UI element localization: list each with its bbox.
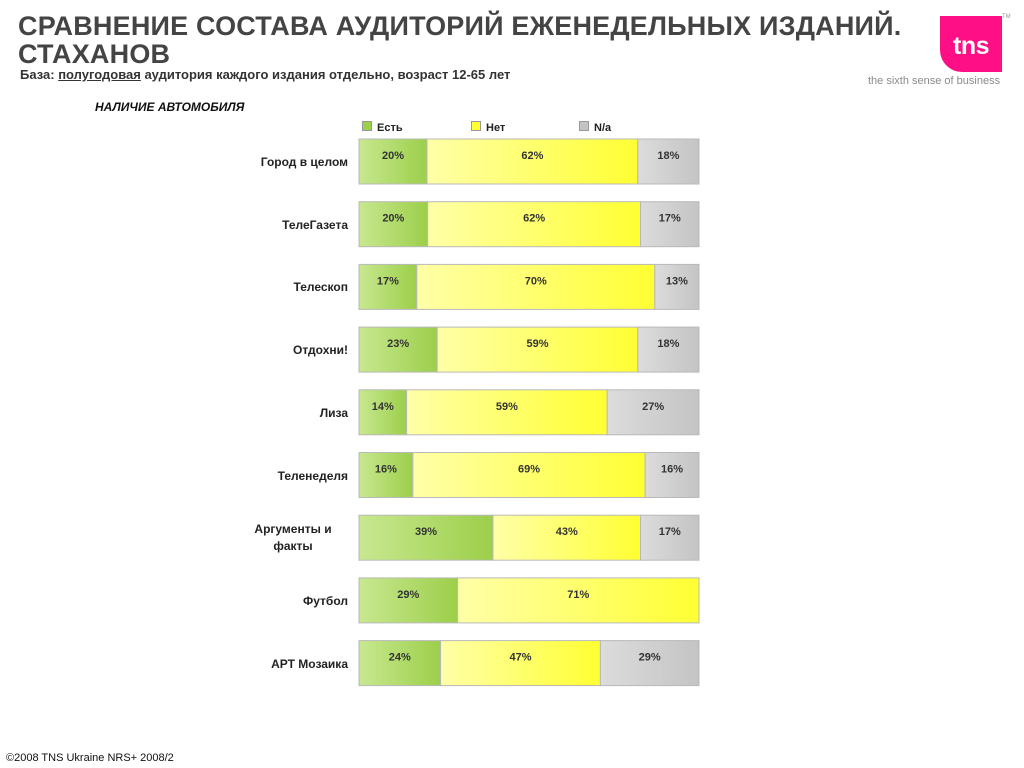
legend-label: Нет — [486, 122, 506, 134]
subtitle-prefix: База: — [20, 67, 59, 82]
bar-row: 14% 59% 27% — [358, 389, 700, 436]
data-label: 47% — [509, 652, 531, 664]
bar-segment-no — [426, 138, 639, 185]
bar-segment-no — [492, 514, 642, 561]
data-label: 59% — [526, 338, 548, 350]
tns-logo-text: tns — [953, 32, 990, 60]
bar-segment-yes — [358, 577, 459, 624]
bar-segment-no — [457, 577, 700, 624]
bar-segment-na — [654, 263, 700, 310]
bar-segment-yes — [358, 326, 438, 373]
category-label: Телескоп — [293, 280, 349, 295]
data-label: 20% — [382, 213, 404, 225]
data-label: 70% — [525, 275, 547, 287]
data-label: 29% — [397, 589, 419, 601]
category-label: Лиза — [319, 405, 348, 420]
bar-row: 20% 62% 17% — [358, 201, 700, 248]
data-label: 16% — [375, 464, 397, 476]
legend-label: N/a — [594, 122, 612, 134]
bar-segment-yes — [358, 514, 494, 561]
data-label: 39% — [415, 526, 437, 538]
legend-swatch — [579, 121, 589, 131]
data-label: 62% — [523, 213, 545, 225]
data-label: 23% — [387, 338, 409, 350]
data-label: 29% — [639, 652, 661, 664]
data-label: 59% — [496, 401, 518, 413]
bar-segment-na — [640, 201, 700, 248]
legend-swatch — [471, 121, 481, 131]
bar-segment-na — [640, 514, 700, 561]
bar-segment-yes — [358, 201, 429, 248]
category-label: Город в целом — [260, 155, 348, 169]
category-label: Аргументы и факты — [254, 522, 332, 554]
bar-segment-no — [440, 640, 601, 687]
footer-copyright: ©2008 TNS Ukraine NRS+ 2008/2 — [6, 752, 174, 764]
data-label: 17% — [659, 213, 681, 225]
bar-segment-yes — [358, 452, 414, 498]
legend-item-1: Нет — [471, 121, 505, 134]
category-label: Теленеделя — [277, 468, 348, 483]
bar-segment-na — [606, 389, 700, 436]
page-subtitle: База: полугодовая аудитория каждого изда… — [20, 67, 510, 82]
data-label: 27% — [642, 401, 664, 413]
bar-segment-no — [416, 263, 656, 310]
bar-segment-no — [406, 389, 608, 436]
data-label: 69% — [518, 464, 540, 476]
legend-label: Есть — [377, 122, 403, 134]
data-label: 16% — [661, 464, 683, 476]
logo-tagline: the sixth sense of business — [868, 75, 1001, 87]
legend-item-2: N/a — [579, 121, 611, 134]
category-label: Футбол — [302, 593, 348, 608]
category-label: ТелеГазета — [282, 217, 348, 232]
data-label: 13% — [666, 275, 688, 287]
bar-row: 23% 59% 18% — [358, 326, 700, 373]
subtitle-underlined: полугодовая — [58, 67, 141, 82]
bar-row: 29% 71% — [358, 577, 700, 624]
bar-row: 20% 62% 18% — [358, 138, 700, 185]
data-label: 24% — [389, 652, 411, 664]
trademark-mark: TM — [1002, 14, 1011, 20]
data-label: 14% — [372, 401, 394, 413]
data-label: 17% — [659, 526, 681, 538]
bar-segment-na — [637, 138, 700, 185]
data-label: 43% — [556, 526, 578, 538]
subtitle-rest: аудитория каждого издания отдельно, возр… — [140, 67, 511, 82]
data-label: 17% — [377, 275, 399, 287]
tns-logo — [940, 16, 1002, 72]
category-label: АРТ Мозаика — [271, 656, 348, 671]
bar-row: 24% 47% 29% — [358, 640, 700, 687]
data-label: 62% — [521, 150, 543, 162]
bar-segment-no — [436, 326, 639, 373]
category-label: Отдохни! — [293, 343, 348, 358]
data-label: 71% — [567, 589, 589, 601]
bar-segment-na — [599, 640, 700, 687]
data-label: 20% — [382, 150, 404, 162]
bar-segment-na — [637, 326, 700, 373]
bar-row: 16% 69% 16% — [358, 452, 700, 498]
page-title: СРАВНЕНИЕ СОСТАВА АУДИТОРИЙ ЕЖЕНЕДЕЛЬНЫХ… — [18, 11, 902, 69]
data-label: 18% — [657, 150, 679, 162]
data-label: 18% — [657, 338, 679, 350]
legend-swatch — [362, 121, 372, 131]
bar-row: 17% 70% 13% — [358, 263, 700, 310]
bar-segment-no — [412, 452, 646, 498]
bar-segment-na — [644, 452, 700, 498]
bar-segment-yes — [358, 640, 442, 687]
section-title: НАЛИЧИЕ АВТОМОБИЛЯ — [95, 100, 245, 114]
bar-segment-yes — [358, 138, 428, 185]
bar-row: 39% 43% 17% — [358, 514, 700, 561]
legend-item-0: Есть — [362, 121, 403, 134]
